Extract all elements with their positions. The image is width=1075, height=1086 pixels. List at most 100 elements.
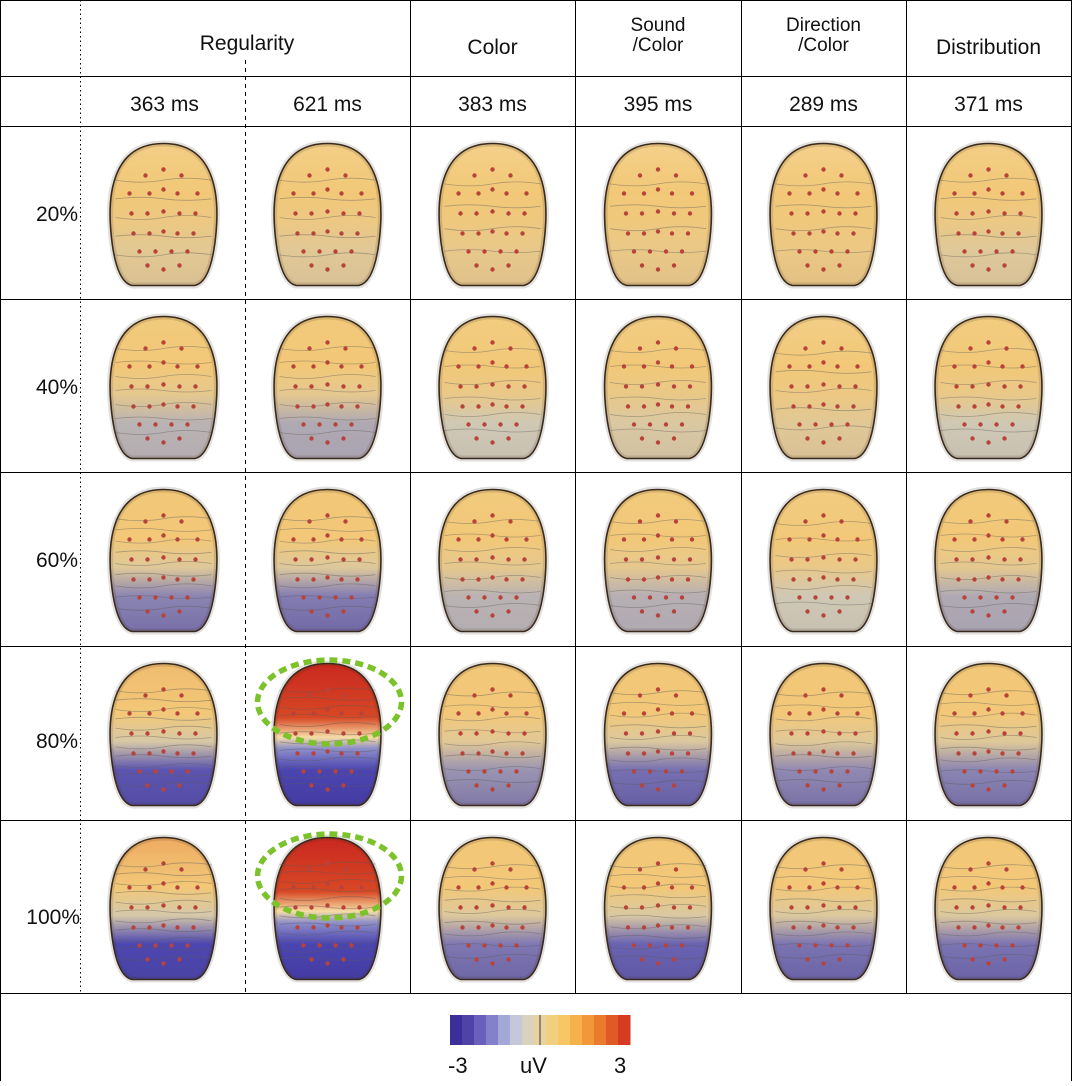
topomap xyxy=(436,486,549,635)
electrode-dot xyxy=(490,749,495,754)
electrode-dot xyxy=(956,925,961,930)
head-surface xyxy=(438,315,547,460)
electrode-dot xyxy=(179,173,184,178)
electrode-dot xyxy=(837,957,842,962)
electrode-dot xyxy=(623,211,629,216)
electrode-dot xyxy=(169,249,174,254)
electrode-dot xyxy=(671,557,677,562)
electrode-dot xyxy=(805,557,810,562)
electrode-dot xyxy=(689,537,695,542)
electrode-dot xyxy=(791,231,796,236)
electrode-dot xyxy=(147,364,152,369)
row-label: 100% xyxy=(26,906,80,929)
electrode-dot xyxy=(972,191,977,196)
contour-line xyxy=(940,779,1037,785)
head-edge-shade xyxy=(436,660,549,809)
electrode-dot xyxy=(325,961,330,966)
contour-line xyxy=(444,249,541,253)
electrode-dot xyxy=(835,711,840,716)
electrode-dot xyxy=(472,519,477,524)
electrode-dot xyxy=(962,249,967,254)
electrode-dot xyxy=(466,249,471,254)
head-edge-shade xyxy=(767,834,880,983)
electrode-dot xyxy=(821,575,826,580)
electrode-dot xyxy=(325,575,330,580)
electrode-dot xyxy=(490,167,495,172)
head-surface xyxy=(109,662,218,807)
electrode-dot xyxy=(514,422,519,427)
head-surface xyxy=(934,836,1043,981)
electrode-dot xyxy=(349,769,354,774)
electrode-dot xyxy=(669,537,675,542)
contour-line xyxy=(444,348,541,353)
electrode-dot xyxy=(161,961,166,966)
contour-line xyxy=(279,252,376,258)
electrode-dot xyxy=(177,384,182,389)
head-surface xyxy=(934,142,1043,287)
contour-line xyxy=(609,769,707,773)
electrode-dot xyxy=(663,595,669,600)
electrode-dot xyxy=(669,885,675,890)
electrode-dot xyxy=(637,693,643,698)
electrode-dot xyxy=(129,384,134,389)
contour-line xyxy=(444,779,541,783)
col-header-direction-color: Direction/Color xyxy=(741,16,906,56)
contour-line xyxy=(775,864,872,870)
electrode-dot xyxy=(137,595,142,600)
contour-line xyxy=(609,561,707,566)
contour-line xyxy=(115,430,212,435)
electrode-dot xyxy=(673,346,679,351)
contour-line xyxy=(115,890,212,895)
electrode-dot xyxy=(972,577,977,582)
electrode-dot xyxy=(631,943,637,948)
electrode-dot xyxy=(161,513,166,518)
contour-line xyxy=(115,918,212,924)
electrode-dot xyxy=(687,384,693,389)
electrode-dot xyxy=(169,943,174,948)
electrode-dot xyxy=(835,404,840,409)
electrode-dot xyxy=(952,191,957,196)
topomap xyxy=(767,660,880,809)
electrode-dot xyxy=(621,711,627,716)
electrode-dot xyxy=(807,231,812,236)
electrode-dot xyxy=(791,404,796,409)
electrode-dot xyxy=(821,707,826,712)
contour-line xyxy=(115,909,212,914)
electrode-dot xyxy=(791,577,796,582)
electrode-dot xyxy=(655,229,661,234)
electrode-dot xyxy=(522,731,527,736)
electrode-dot xyxy=(986,267,991,272)
electrode-dot xyxy=(137,249,142,254)
contour-line xyxy=(609,735,707,740)
electrode-dot xyxy=(524,885,529,890)
electrode-dot xyxy=(952,364,957,369)
contour-line xyxy=(279,605,376,611)
contour-line xyxy=(279,773,376,779)
electrode-dot xyxy=(655,707,661,712)
contour-line xyxy=(775,953,872,959)
electrode-dot xyxy=(131,404,136,409)
electrode-dot xyxy=(309,731,314,736)
electrode-dot xyxy=(986,687,991,692)
colorbar-segment xyxy=(498,1015,511,1045)
head-edge-shade xyxy=(107,313,220,462)
electrode-dot xyxy=(655,923,661,928)
electrode-dot xyxy=(845,249,850,254)
head-surface xyxy=(109,836,218,981)
electrode-dot xyxy=(805,957,810,962)
colorbar-segment xyxy=(474,1015,487,1045)
electrode-dot xyxy=(994,249,999,254)
electrode-dot xyxy=(357,557,362,562)
electrode-dot xyxy=(669,751,675,756)
electrode-dot xyxy=(839,346,844,351)
electrode-dot xyxy=(460,404,465,409)
electrode-dot xyxy=(655,267,661,272)
electrode-dot xyxy=(837,731,842,736)
electrode-dot xyxy=(504,751,509,756)
head-surface xyxy=(273,315,382,460)
electrode-dot xyxy=(325,267,330,272)
colorbar-segment xyxy=(618,1015,631,1045)
electrode-dot xyxy=(177,957,182,962)
topomap xyxy=(932,140,1045,289)
electrode-dot xyxy=(307,173,312,178)
